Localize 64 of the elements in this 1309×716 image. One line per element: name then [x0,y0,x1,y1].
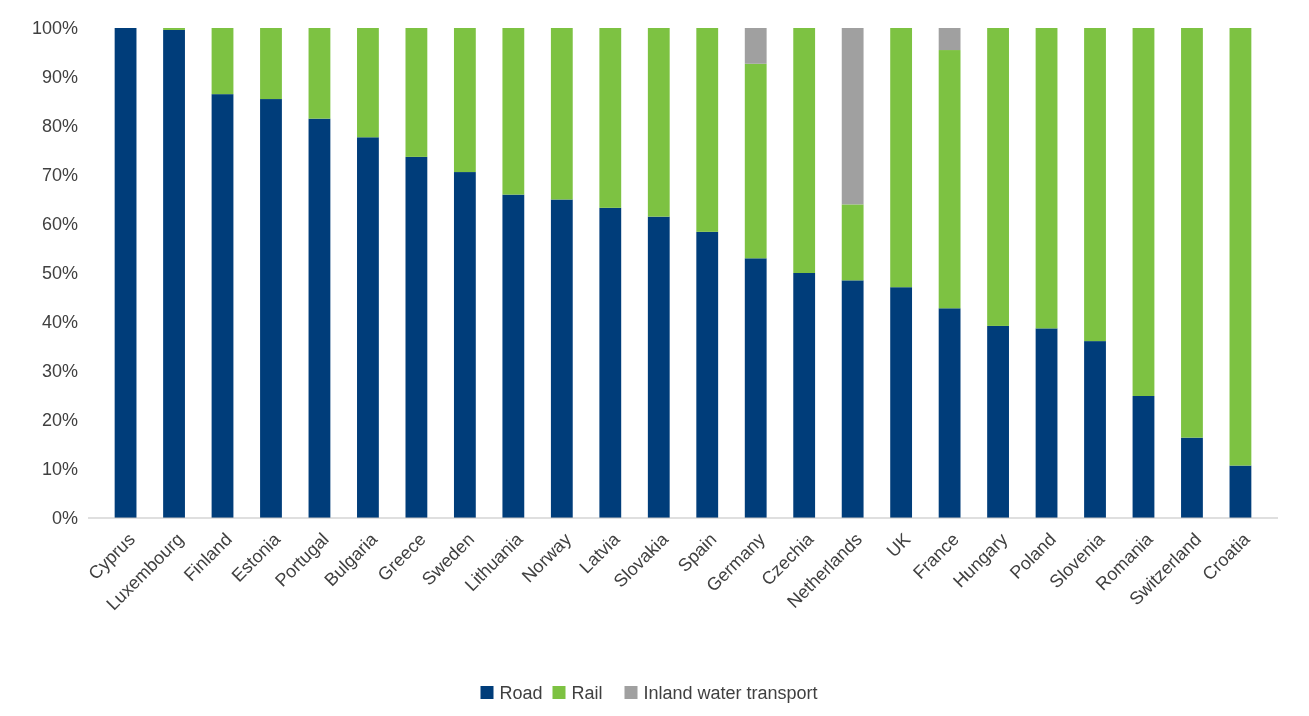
bar [502,28,525,195]
bar [1181,28,1203,438]
bar [938,308,961,518]
bar [938,50,961,309]
bar [793,28,816,273]
y-tick-label: 100% [31,18,78,39]
bar [841,28,864,205]
bar [357,137,379,518]
bar [550,199,573,518]
bar [890,287,913,518]
y-tick-label: 40% [41,312,78,333]
bar [744,63,767,259]
y-tick-label: 20% [41,410,78,431]
bar [841,204,864,281]
bar [890,28,913,288]
legend-label: Road [499,682,543,703]
bar [405,28,428,157]
bar [1084,28,1106,342]
bar [647,28,670,217]
bar [647,216,670,518]
y-tick-label: 80% [41,116,78,137]
bar [211,28,234,95]
bar [114,28,137,518]
bar [405,156,428,518]
bar [696,231,719,518]
bar [1035,328,1058,518]
y-tick-label: 30% [41,361,78,382]
bar [1229,28,1252,466]
y-tick-label: 10% [41,459,78,480]
y-tick-label: 70% [41,165,78,186]
bar [308,118,331,518]
bar [260,99,282,518]
bar [1084,341,1106,518]
legend-label: Rail [571,682,603,703]
bar [163,29,185,518]
bar [1229,465,1252,518]
bar [744,28,767,64]
bar [938,28,961,51]
bar [744,258,767,518]
y-tick-label: 60% [41,214,78,235]
bar [1035,28,1058,329]
y-tick-label: 90% [41,67,78,88]
bar [696,28,719,232]
bar [599,207,622,518]
bar [1132,395,1155,518]
bar [550,28,573,200]
bar [453,28,476,173]
bar [502,194,525,518]
legend-label: Inland water transport [643,682,818,703]
bar [357,28,379,138]
bar [987,28,1009,326]
bar [1132,28,1155,396]
bar [260,28,282,100]
bar [211,94,234,518]
bar [308,28,331,119]
bar [793,273,816,518]
bar [987,325,1009,518]
x-tick-label: UK [882,529,915,561]
bar [1181,437,1203,518]
bar [599,28,622,208]
bar [453,172,476,518]
y-tick-label: 50% [41,263,78,284]
bar [841,280,864,518]
y-tick-label: 0% [51,508,78,529]
